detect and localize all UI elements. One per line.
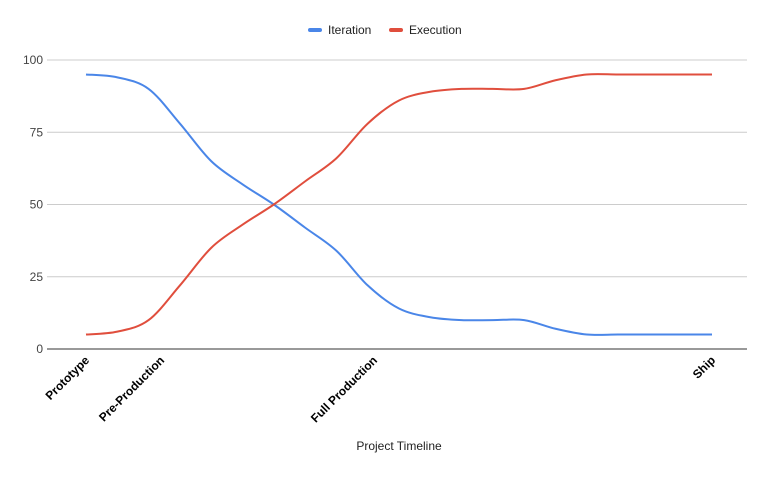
x-tick-label: Full Production	[308, 353, 380, 425]
legend-label-execution: Execution	[409, 23, 462, 37]
series-line-iteration	[85, 73, 713, 336]
series-lines	[85, 73, 713, 336]
y-tick-label: 75	[30, 125, 44, 139]
x-tick-label: Ship	[690, 353, 718, 381]
legend-swatch-iteration	[308, 28, 322, 32]
y-tick-label: 100	[23, 53, 43, 67]
legend-swatch-execution	[389, 28, 403, 32]
gridlines	[47, 59, 747, 350]
y-tick-label: 0	[36, 342, 43, 356]
legend-label-iteration: Iteration	[328, 23, 371, 37]
x-tick-label: Pre-Production	[96, 353, 167, 424]
y-tick-label: 50	[30, 198, 44, 212]
legend: Iteration Execution	[308, 23, 462, 37]
y-tick-label: 25	[30, 270, 44, 284]
y-axis-tick-labels: 0 25 50 75 100	[23, 53, 43, 356]
x-axis-title: Project Timeline	[356, 439, 442, 453]
x-tick-label: Prototype	[43, 353, 93, 403]
series-line-execution	[85, 73, 712, 336]
x-axis-tick-labels: Prototype Pre-Production Full Production Sh…	[43, 353, 719, 425]
